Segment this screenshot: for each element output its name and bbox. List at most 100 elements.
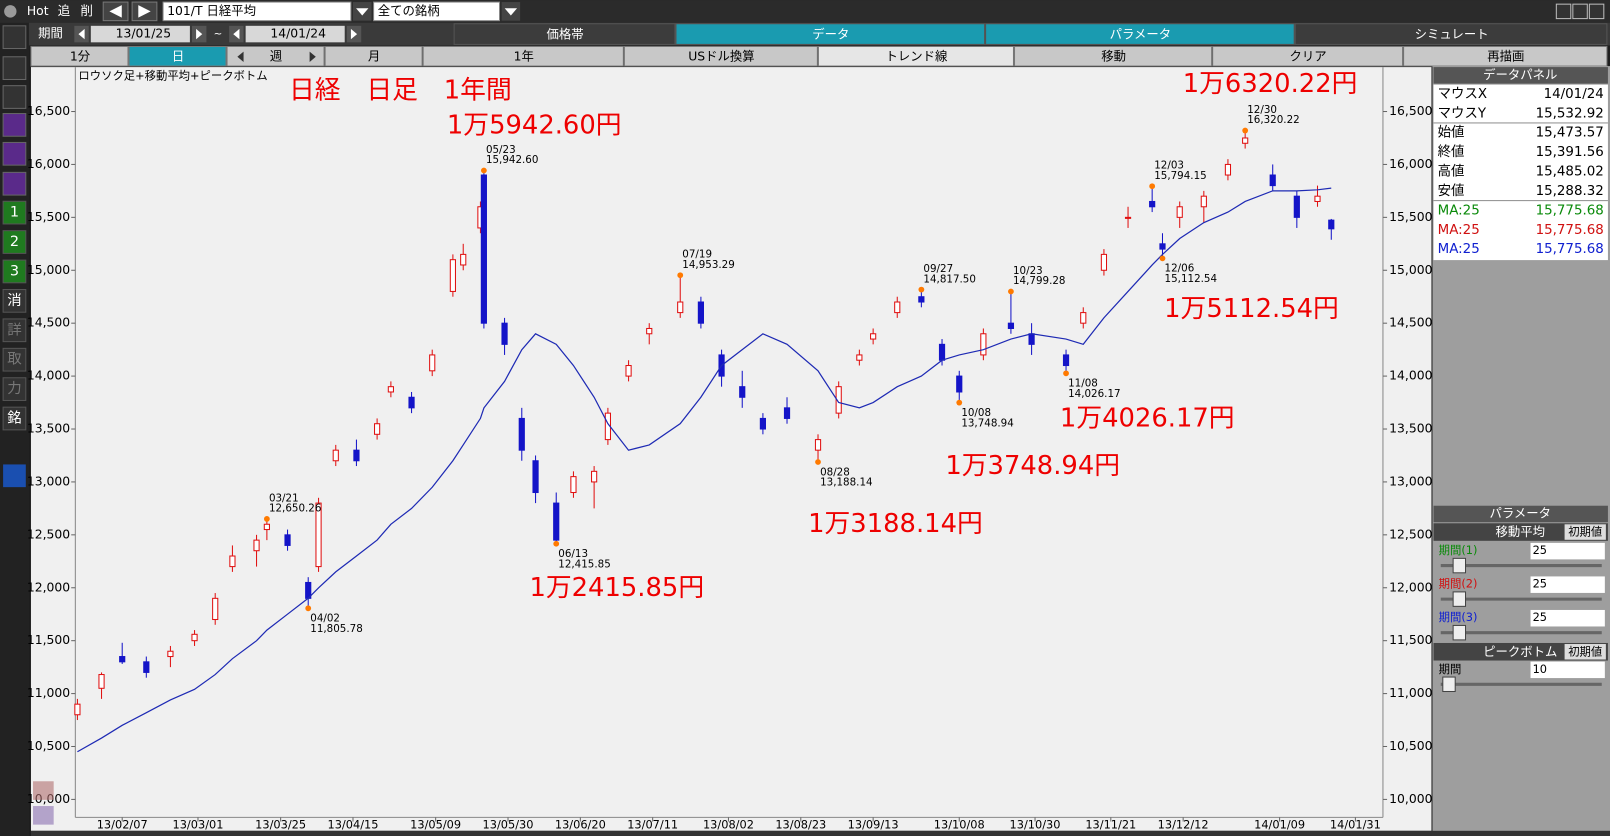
- peak-date: 12/03: [1154, 160, 1184, 172]
- side-icon[interactable]: [2, 25, 27, 50]
- universe-box[interactable]: [373, 1, 501, 22]
- candle-body: [1062, 354, 1070, 367]
- param-section: [1433, 523, 1608, 541]
- window-control[interactable]: [1588, 3, 1605, 20]
- side-icon-label: 取: [7, 352, 22, 368]
- param-name: 期間(1): [1439, 543, 1478, 557]
- window-control[interactable]: [1555, 3, 1572, 20]
- tool-button[interactable]: [226, 45, 325, 67]
- tool-button[interactable]: [128, 45, 227, 67]
- peak-value: 12,650.26: [269, 503, 321, 515]
- x-tick-label: 13/05/09: [410, 818, 461, 832]
- tab[interactable]: [453, 23, 676, 45]
- side-icon[interactable]: [2, 259, 27, 284]
- candle-body: [870, 333, 877, 340]
- x-tick-label: 13/10/30: [1010, 818, 1061, 832]
- chart-icon[interactable]: [33, 781, 54, 800]
- date-from-box[interactable]: [90, 25, 190, 43]
- chart-subtitle: ロウソク足+移動平均+ピークボトム: [78, 68, 267, 82]
- side-icon[interactable]: [2, 377, 27, 401]
- date-to-box[interactable]: [245, 25, 345, 43]
- peak-date: 05/23: [486, 144, 516, 156]
- peak-date: 11/08: [1068, 378, 1098, 390]
- tool-button[interactable]: [324, 45, 423, 67]
- side-icon[interactable]: [2, 406, 27, 431]
- x-tick-label: 13/03/25: [255, 818, 306, 832]
- y-tick-label: 10,500: [27, 739, 70, 753]
- candle-body: [1028, 333, 1035, 345]
- candle-body: [553, 502, 560, 541]
- app-icon: [4, 5, 17, 18]
- reset-button[interactable]: [1564, 644, 1606, 660]
- tab[interactable]: [985, 23, 1295, 45]
- tool-button[interactable]: [1013, 45, 1213, 67]
- param-field[interactable]: [1530, 576, 1605, 593]
- tool-button[interactable]: [623, 45, 818, 67]
- side-icon[interactable]: [2, 230, 27, 254]
- tab[interactable]: [675, 23, 986, 45]
- peak-value: 13,188.14: [820, 477, 872, 489]
- slider-thumb[interactable]: [1442, 676, 1456, 693]
- x-tick-label: 13/05/30: [483, 818, 534, 832]
- side-icon[interactable]: [2, 318, 27, 343]
- chart-icon[interactable]: [33, 806, 54, 825]
- add-button[interactable]: 追: [58, 3, 70, 18]
- candle-body: [167, 650, 174, 658]
- side-icon-label: 詳: [7, 321, 21, 338]
- reset-label: 初期値: [1568, 644, 1602, 658]
- side-icon[interactable]: [2, 85, 27, 109]
- peak-marker: [1063, 370, 1069, 377]
- side-icon[interactable]: [2, 113, 27, 137]
- candle-body: [212, 597, 219, 621]
- tab-label: パラメータ: [1110, 28, 1172, 42]
- tool-button[interactable]: [1212, 45, 1404, 67]
- side-icon[interactable]: [2, 56, 27, 81]
- tool-button[interactable]: [30, 45, 129, 67]
- peak-value: 14,817.50: [923, 273, 975, 285]
- x-tick-label: 13/11/21: [1085, 818, 1136, 832]
- peak-date: 08/28: [820, 466, 850, 478]
- tool-button[interactable]: [817, 45, 1014, 67]
- tool-button-label: USドル換算: [688, 48, 754, 63]
- y-tick-label: 12,000: [27, 580, 70, 594]
- side-icon[interactable]: [2, 171, 27, 196]
- settings-icon[interactable]: [3, 464, 26, 488]
- side-icon[interactable]: [2, 200, 27, 225]
- peak-date: 07/19: [682, 249, 712, 261]
- param-title: パラメータ: [1489, 506, 1551, 520]
- peak-date: 12/30: [1247, 104, 1277, 116]
- tool-button-label: 移動: [1101, 49, 1126, 63]
- symbol-box[interactable]: [162, 1, 352, 22]
- slider-thumb[interactable]: [1452, 591, 1467, 607]
- candle-body: [918, 296, 925, 303]
- param-field[interactable]: [1530, 661, 1605, 679]
- peak-value: 15,112.54: [1165, 273, 1217, 285]
- param-name: 期間(3): [1439, 610, 1478, 624]
- y-tick-label: 13,500: [27, 422, 70, 436]
- side-icon[interactable]: [2, 288, 27, 313]
- candle-body: [1269, 174, 1276, 187]
- price-annotation: 1万5942.60円: [447, 110, 622, 140]
- side-icon[interactable]: [2, 347, 27, 372]
- y-tick-label: 12,500: [27, 527, 70, 541]
- reset-button[interactable]: [1564, 524, 1606, 540]
- slider-thumb[interactable]: [1452, 557, 1467, 574]
- window-control[interactable]: [1572, 3, 1588, 20]
- param-field[interactable]: [1530, 542, 1605, 560]
- hot-button[interactable]: Hot: [27, 4, 49, 18]
- tab-label: 価格帯: [546, 27, 583, 42]
- side-icon[interactable]: [2, 141, 27, 166]
- delete-button[interactable]: 削: [81, 4, 93, 18]
- panel-header: [1433, 67, 1608, 84]
- tab[interactable]: [1294, 23, 1608, 45]
- param-header: [1433, 505, 1608, 523]
- panel-value: 15,775.68: [1536, 242, 1604, 257]
- candle-body: [677, 301, 684, 314]
- panel-body: [1433, 84, 1608, 261]
- slider-thumb[interactable]: [1452, 624, 1467, 641]
- candle-body: [1124, 216, 1132, 219]
- candle-body: [1100, 253, 1108, 271]
- chart-title: 日経 日足 1年間: [289, 75, 512, 105]
- param-field[interactable]: [1530, 609, 1605, 627]
- tool-button[interactable]: [422, 45, 624, 67]
